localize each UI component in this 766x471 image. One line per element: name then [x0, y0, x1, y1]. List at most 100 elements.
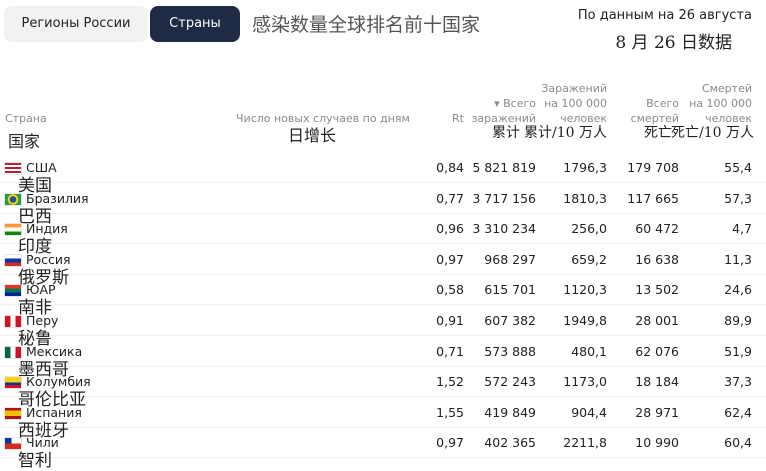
- header-label: Смертей: [701, 82, 752, 95]
- deaths-per100k: 11,3: [724, 251, 752, 267]
- daily-strip: [236, 220, 420, 239]
- country-name-cn: 智利: [18, 451, 52, 471]
- total: 5 821 819: [472, 160, 536, 175]
- flag: [5, 285, 21, 297]
- per100k: 256,0: [571, 221, 607, 237]
- deaths-per100k: 37,3: [724, 374, 752, 390]
- deaths: 60 472: [635, 221, 679, 237]
- row-separator: [0, 366, 766, 367]
- country-name-cn: 俄罗斯: [18, 267, 69, 288]
- deaths: 117 665: [627, 190, 679, 206]
- deaths: 13 502: [635, 282, 679, 298]
- flag: [5, 254, 21, 266]
- per100k: 1120,3: [563, 282, 607, 298]
- country-name: ЮАР: [26, 282, 56, 298]
- country-name: Индия: [26, 221, 68, 237]
- deaths-per100k: 89,9: [724, 313, 752, 328]
- country-name-cn: 哥伦比亚: [18, 390, 86, 411]
- header-label: Число новых случаев по дням: [236, 112, 410, 125]
- total: 572 243: [484, 374, 536, 390]
- deaths-per100k: 55,4: [724, 160, 752, 175]
- total: 615 701: [484, 282, 536, 298]
- rt: 0,97: [436, 435, 464, 451]
- deaths: 10 990: [635, 435, 679, 451]
- rt: 1,52: [436, 374, 464, 390]
- country-name-cn: 西班牙: [18, 420, 69, 441]
- header-label-cn: 死亡/10 万人: [671, 125, 754, 141]
- deaths: 62 076: [635, 343, 679, 359]
- daily-strip: [236, 251, 420, 270]
- rt: 0,96: [436, 221, 464, 237]
- deaths: 16 638: [635, 251, 679, 267]
- row-separator: [0, 396, 766, 397]
- flag: [5, 193, 21, 205]
- rt: 0,84: [436, 160, 464, 175]
- per100k: 2211,8: [563, 435, 607, 451]
- header-label: человек: [705, 112, 752, 125]
- total: 607 382: [484, 313, 536, 328]
- country-name: Россия: [26, 251, 71, 267]
- deaths: 18 184: [635, 374, 679, 390]
- country-name-cn: 巴西: [18, 206, 52, 227]
- total: 968 297: [484, 251, 536, 267]
- country-name-cn: 秘鲁: [18, 329, 52, 349]
- daily-strip: [236, 190, 420, 209]
- deaths-per100k: 60,4: [724, 435, 752, 451]
- header-label: ▾ Всего: [494, 97, 536, 110]
- rt: 1,55: [436, 404, 464, 420]
- flag: [5, 438, 21, 450]
- header-label-cn: 国家: [8, 132, 41, 151]
- flag: [5, 377, 21, 389]
- rt: 0,58: [436, 282, 464, 298]
- tab-active[interactable]: Страны: [150, 6, 240, 42]
- total: 402 365: [484, 435, 536, 451]
- row-separator: [0, 243, 766, 244]
- header-label-cn: 累计: [492, 125, 520, 141]
- deaths: 28 971: [635, 404, 679, 420]
- flag: [5, 163, 21, 174]
- row-separator: [0, 457, 766, 458]
- deaths-per100k: 4,7: [732, 221, 752, 237]
- tab[interactable]: Регионы России: [4, 6, 148, 42]
- daily-strip: [236, 343, 420, 362]
- country-name-cn: 墨西哥: [18, 359, 69, 380]
- rt: 0,77: [436, 190, 464, 206]
- row-separator: [0, 335, 766, 336]
- overlay-title: 感染数量全球排名前十国家: [252, 14, 481, 36]
- row-separator: [0, 274, 766, 275]
- flag: [5, 346, 21, 358]
- country-name: Бразилия: [26, 190, 89, 206]
- per100k: 904,4: [571, 404, 607, 420]
- country-name: США: [26, 160, 57, 175]
- per100k: 659,2: [571, 251, 607, 267]
- row-separator: [0, 213, 766, 214]
- total: 3 310 234: [472, 221, 536, 237]
- per100k: 1796,3: [563, 160, 607, 175]
- header-label-cn: 日增长: [288, 126, 337, 145]
- deaths-per100k: 24,6: [724, 282, 752, 298]
- country-name: Колумбия: [26, 374, 91, 390]
- flag: [5, 224, 21, 236]
- row-separator: [0, 182, 766, 183]
- country-name: Чили: [26, 435, 59, 451]
- header-label: Страна: [5, 112, 47, 125]
- row-separator: [0, 304, 766, 305]
- daily-strip: [236, 159, 420, 178]
- country-name: Мексика: [26, 343, 83, 359]
- total: 419 849: [484, 404, 536, 420]
- per100k: 1949,8: [563, 313, 607, 328]
- daily-strip: [236, 373, 420, 392]
- header-label-cn: 死亡: [644, 125, 672, 141]
- deaths: 28 001: [635, 313, 679, 328]
- header-label-cn: 累计/10 万人: [524, 125, 607, 141]
- per100k: 1173,0: [563, 374, 607, 390]
- daily-strip: [236, 312, 420, 331]
- country-name-cn: 南非: [18, 298, 52, 319]
- header-label: на 100 000: [689, 97, 752, 110]
- header-label: на 100 000: [544, 97, 607, 110]
- total: 3 717 156: [472, 190, 536, 206]
- daily-strip: [236, 404, 420, 423]
- deaths: 179 708: [627, 160, 679, 175]
- header-label: человек: [560, 112, 607, 125]
